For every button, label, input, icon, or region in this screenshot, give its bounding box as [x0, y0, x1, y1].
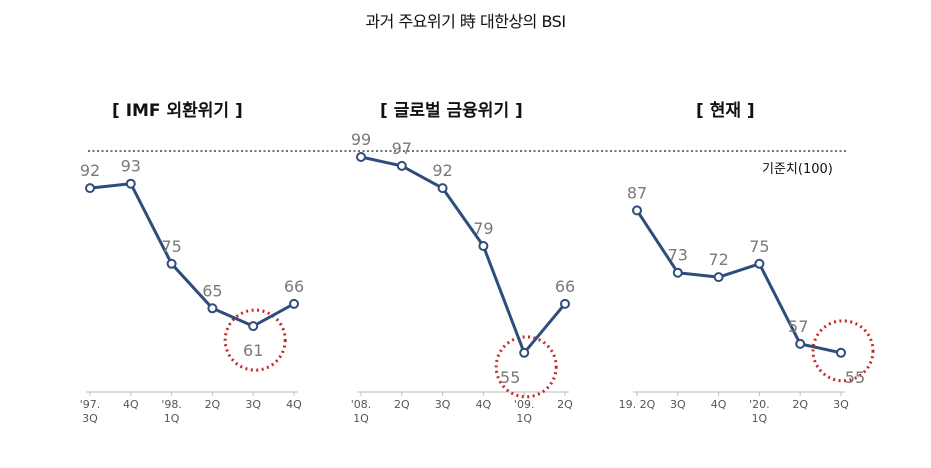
data-label-0-3: 65	[202, 281, 222, 300]
x-tick-label-2-5-0: 3Q	[833, 398, 849, 411]
data-point-0-4	[248, 321, 259, 332]
data-label-2-4: 57	[788, 317, 808, 336]
data-label-2-3: 75	[749, 237, 769, 256]
panel-title-current: [ 현재 ]	[696, 101, 755, 121]
data-point-1-5	[560, 298, 570, 309]
x-tick-label-1-1-0: 2Q	[394, 398, 410, 411]
data-label-1-5: 66	[555, 277, 575, 296]
data-label-1-0: 99	[351, 130, 371, 149]
data-label-2-2: 72	[708, 250, 728, 269]
x-tick-label-0-0-1: 3Q	[82, 412, 98, 425]
data-label-0-2: 75	[161, 237, 181, 256]
x-tick-label-1-2-0: 3Q	[435, 398, 451, 411]
highlight-circle-0	[223, 308, 287, 372]
x-tick-label-1-3-0: 4Q	[476, 398, 492, 411]
data-point-1-4	[519, 347, 530, 358]
data-label-1-4: 55	[500, 368, 520, 387]
data-label-0-4: 61	[243, 341, 263, 360]
data-label-2-5: 55	[845, 368, 865, 387]
reference-line-label: 기준치(100)	[762, 162, 833, 177]
data-point-2-4	[795, 338, 806, 349]
x-tick-label-0-4-0: 3Q	[245, 398, 261, 411]
data-label-0-0: 92	[80, 161, 100, 180]
data-label-2-0: 87	[627, 183, 647, 202]
x-tick-label-0-2-0: '98.	[161, 398, 182, 411]
data-point-0-1	[125, 178, 136, 189]
series-line-0	[89, 182, 295, 328]
x-tick-label-1-0-1: 1Q	[353, 412, 369, 425]
x-tick-label-0-5-0: 4Q	[286, 398, 302, 411]
x-tick-label-1-4-0: '09.	[514, 398, 535, 411]
data-point-2-0	[632, 205, 642, 216]
data-point-2-5	[836, 347, 846, 358]
series-line-1	[360, 155, 567, 355]
x-tick-label-2-2-0: 4Q	[711, 398, 727, 411]
data-label-1-3: 79	[473, 219, 493, 238]
data-label-1-1: 97	[392, 139, 412, 158]
x-tick-label-2-0-0: 19. 2Q	[619, 398, 656, 411]
data-label-0-5: 66	[284, 277, 304, 296]
chart-title: 과거 주요위기 時 대한상의 BSI	[365, 12, 566, 31]
data-label-0-1: 93	[121, 157, 141, 176]
data-label-2-1: 73	[668, 246, 688, 265]
x-tick-label-0-1-0: 4Q	[123, 398, 139, 411]
series-line-2	[635, 209, 842, 355]
x-tick-label-2-3-1: 1Q	[752, 412, 768, 425]
x-tick-label-0-0-0: '97.	[80, 398, 101, 411]
x-tick-label-0-2-1: 1Q	[164, 412, 180, 425]
x-tick-label-0-3-0: 2Q	[205, 398, 221, 411]
x-tick-label-1-4-1: 1Q	[516, 412, 532, 425]
data-point-0-5	[289, 298, 299, 309]
highlight-circle-2	[811, 319, 875, 383]
x-tick-label-1-0-0: '08.	[351, 398, 372, 411]
data-label-1-2: 92	[432, 161, 452, 180]
panel-title-imf: [ IMF 외환위기 ]	[112, 101, 243, 121]
panel-title-global: [ 글로벌 금융위기 ]	[380, 101, 523, 121]
data-point-0-2	[166, 258, 177, 269]
data-point-2-1	[672, 267, 683, 278]
x-tick-label-1-5-0: 2Q	[557, 398, 573, 411]
x-tick-label-2-1-0: 3Q	[670, 398, 686, 411]
data-point-0-0	[85, 183, 95, 194]
data-point-1-2	[437, 183, 448, 194]
highlight-circle-1	[494, 335, 558, 399]
data-point-2-2	[713, 272, 724, 283]
data-point-1-1	[396, 160, 407, 171]
data-point-1-3	[478, 241, 489, 251]
x-tick-label-2-4-0: 2Q	[792, 398, 808, 411]
data-point-1-0	[356, 152, 366, 162]
data-point-0-3	[207, 303, 218, 314]
x-tick-label-2-3-0: '20.	[749, 398, 770, 411]
data-point-2-3	[754, 258, 765, 269]
